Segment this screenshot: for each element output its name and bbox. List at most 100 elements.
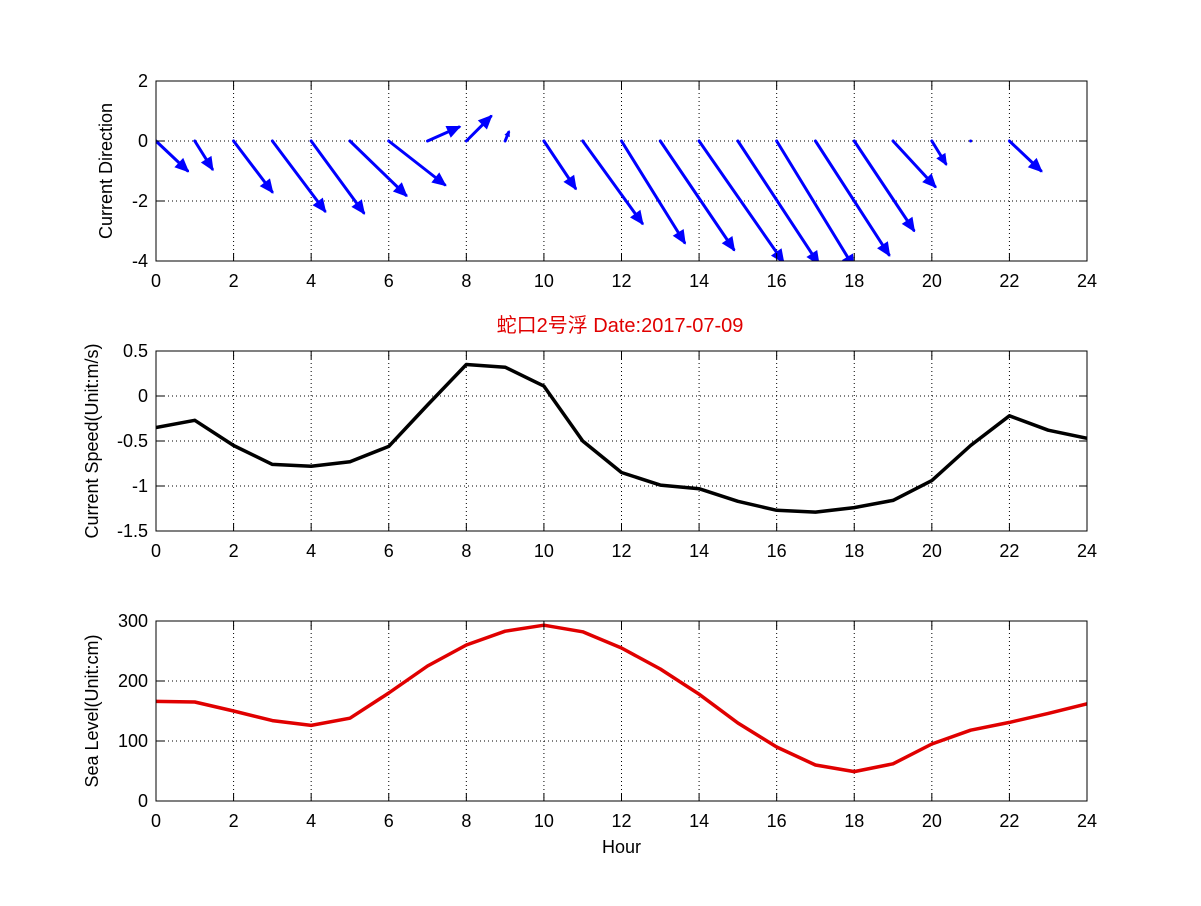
direction-arrow: [660, 141, 734, 250]
direction-arrow: [156, 141, 188, 171]
y-tick-label: 200: [118, 671, 148, 691]
y-tick-label: 300: [118, 611, 148, 631]
direction-arrow: [234, 141, 273, 192]
arrow-shaft: [815, 141, 889, 255]
x-tick-label: 24: [1077, 541, 1097, 561]
x-tick-label: 0: [151, 271, 161, 291]
y-axis-label: Current Direction: [96, 103, 116, 239]
x-tick-label: 22: [999, 541, 1019, 561]
x-tick-label: 16: [767, 541, 787, 561]
data-layer: [156, 117, 1041, 268]
x-tick-label: 14: [689, 811, 709, 831]
x-tick-label: 24: [1077, 271, 1097, 291]
x-tick-label: 18: [844, 811, 864, 831]
y-tick-label: 0.5: [123, 341, 148, 361]
direction-arrow: [195, 141, 213, 169]
arrow-head: [447, 127, 459, 136]
chart-title: 蛇口2号浮 Date:2017-07-09: [497, 314, 744, 337]
x-tick-label: 4: [306, 811, 316, 831]
x-tick-label: 18: [844, 541, 864, 561]
direction-arrow: [428, 127, 460, 141]
direction-arrow: [505, 132, 509, 141]
x-tick-label: 12: [611, 811, 631, 831]
y-axis-label: Sea Level(Unit:cm): [82, 634, 102, 787]
x-tick-label: 6: [384, 541, 394, 561]
data-layer: [156, 364, 1087, 512]
x-tick-label: 10: [534, 811, 554, 831]
x-tick-label: 4: [306, 541, 316, 561]
arrow-head: [808, 252, 818, 264]
x-tick-label: 2: [229, 271, 239, 291]
x-tick-label: 0: [151, 811, 161, 831]
y-tick-label: -1: [132, 476, 148, 496]
arrow-head: [203, 158, 213, 169]
direction-arrow: [893, 141, 935, 187]
x-tick-label: 6: [384, 271, 394, 291]
x-tick-label: 16: [767, 811, 787, 831]
x-tick-label: 12: [611, 271, 631, 291]
arrow-shaft: [660, 141, 734, 250]
y-tick-label: -2: [132, 191, 148, 211]
direction-arrow: [622, 141, 685, 243]
direction-arrow: [932, 141, 946, 164]
arrow-shaft: [622, 141, 685, 243]
x-tick-label: 22: [999, 811, 1019, 831]
direction-arrow: [699, 141, 783, 262]
x-tick-label: 20: [922, 811, 942, 831]
x-tick-label: 6: [384, 811, 394, 831]
x-tick-label: 10: [534, 541, 554, 561]
y-tick-label: -4: [132, 251, 148, 271]
x-tick-label: 20: [922, 271, 942, 291]
y-tick-label: -0.5: [117, 431, 148, 451]
direction-arrow: [777, 141, 854, 267]
x-tick-label: 4: [306, 271, 316, 291]
y-tick-label: 2: [138, 71, 148, 91]
arrow-head: [565, 176, 575, 188]
arrow-head: [724, 238, 734, 250]
arrow-head: [506, 132, 508, 135]
x-tick-label: 2: [229, 811, 239, 831]
x-tick-label: 0: [151, 541, 161, 561]
y-tick-label: 0: [138, 131, 148, 151]
x-tick-label: 18: [844, 271, 864, 291]
y-tick-label: 0: [138, 791, 148, 811]
x-tick-label: 24: [1077, 811, 1097, 831]
direction-arrow: [1009, 141, 1040, 171]
x-tick-label: 2: [229, 541, 239, 561]
direction-arrow: [544, 141, 576, 188]
arrow-head: [675, 231, 685, 243]
x-tick-label: 20: [922, 541, 942, 561]
x-axis-label: Hour: [602, 837, 641, 857]
x-tick-label: 8: [461, 541, 471, 561]
direction-arrow: [583, 141, 643, 223]
arrow-shaft: [777, 141, 854, 267]
x-tick-label: 16: [767, 271, 787, 291]
y-tick-label: 0: [138, 386, 148, 406]
y-axis-label: Current Speed(Unit:m/s): [82, 343, 102, 538]
y-tick-label: -1.5: [117, 521, 148, 541]
series-line-current-speed: [156, 365, 1087, 513]
x-tick-label: 8: [461, 811, 471, 831]
x-tick-label: 8: [461, 271, 471, 291]
arrow-head: [879, 243, 889, 255]
arrow-shaft: [738, 141, 819, 264]
direction-arrow: [738, 141, 819, 264]
x-tick-label: 14: [689, 271, 709, 291]
arrow-head: [904, 218, 914, 230]
direction-arrow: [815, 141, 889, 255]
x-tick-label: 10: [534, 271, 554, 291]
direction-arrow: [466, 117, 491, 142]
x-tick-label: 22: [999, 271, 1019, 291]
arrow-shaft: [699, 141, 783, 262]
y-tick-label: 100: [118, 731, 148, 751]
direction-arrow: [389, 141, 445, 185]
x-tick-label: 14: [689, 541, 709, 561]
x-tick-label: 12: [611, 541, 631, 561]
arrow-shaft: [583, 141, 643, 223]
